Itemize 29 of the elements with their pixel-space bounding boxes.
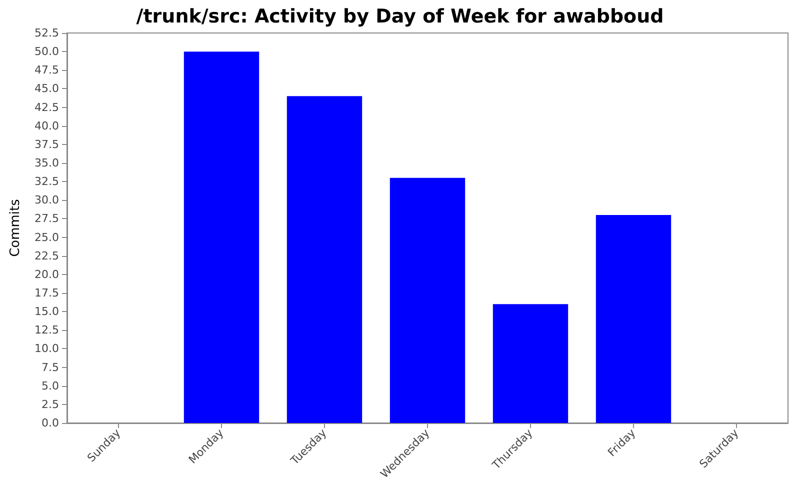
- y-tick-label: 42.5: [34, 100, 59, 114]
- y-tick-label: 22.5: [34, 249, 59, 262]
- y-tick-label: 32.5: [34, 175, 59, 188]
- y-axis-title: Commits: [8, 198, 23, 257]
- bar: [596, 215, 672, 423]
- y-tick-label: 37.5: [34, 138, 59, 151]
- y-tick-label: 47.5: [34, 64, 59, 77]
- y-tick-label: 12.5: [34, 324, 59, 337]
- chart-title: /trunk/src: Activity by Day of Week for awabboud: [136, 6, 664, 28]
- y-tick-label: 45.0: [34, 82, 59, 96]
- bar: [492, 304, 568, 423]
- y-tick-label: 7.5: [42, 360, 59, 374]
- y-tick-label: 5.0: [42, 379, 59, 392]
- y-tick-label: 50.0: [34, 45, 59, 58]
- y-tick-label: 35.0: [34, 156, 59, 170]
- y-tick-label: 52.5: [34, 26, 59, 40]
- bar: [390, 178, 466, 423]
- y-tick-label: 30.0: [34, 194, 59, 207]
- bar: [184, 52, 260, 423]
- y-tick-label: 40.0: [34, 119, 59, 132]
- y-tick-label: 2.5: [42, 398, 59, 411]
- y-tick-label: 27.5: [34, 212, 59, 226]
- y-tick-label: 17.5: [34, 286, 59, 300]
- y-tick-label: 10.0: [34, 342, 59, 356]
- y-tick-label: 20.0: [34, 268, 59, 281]
- y-tick-label: 25.0: [34, 230, 59, 244]
- y-tick-label: 15.0: [34, 305, 59, 318]
- y-tick-label: 0.0: [42, 416, 59, 430]
- bar: [286, 96, 362, 423]
